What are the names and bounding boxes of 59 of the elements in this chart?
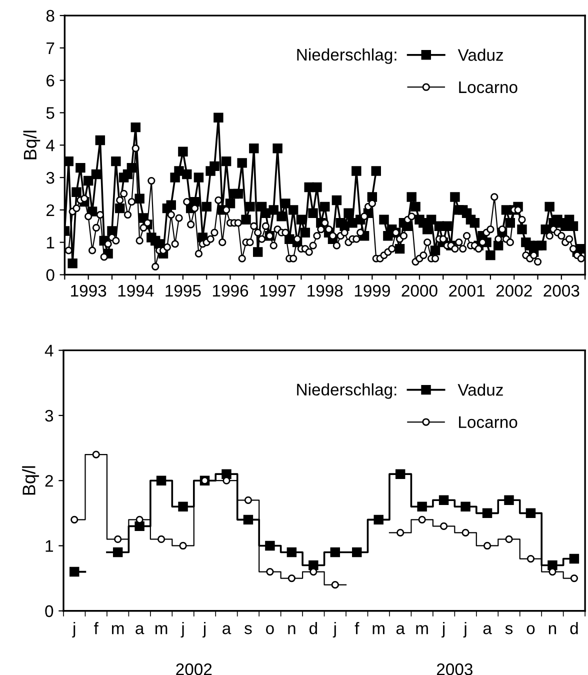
legend-title: Niederschlag: [297,48,396,64]
y-tick-label: 6 [46,74,54,87]
x-tick-label: n [288,625,296,634]
y-axis-title: Bq/l [23,130,40,160]
y-tick-label: 4 [44,344,54,356]
x-tick-label: d [570,622,578,634]
legend-label: Vaduz [458,48,503,61]
legend-label: Vaduz [458,384,503,396]
x-tick-label: s [244,625,252,634]
y-tick-label: 7 [46,42,54,54]
x-tick-label: m [112,625,124,634]
legend-label: Locarno [459,416,518,428]
x-tick-label: 2001 [449,284,485,297]
x-tick-label: j [180,622,184,638]
legend-label: Locarno [459,81,518,94]
x-tick-label: o [526,625,535,634]
y-tick-label: 2 [45,475,53,487]
x-tick-label: m [416,625,428,634]
x-tick-label: j [332,622,336,638]
x-tick-label: d [309,622,317,634]
x-tick-label: 1995 [166,284,201,297]
x-tick-label: 1998 [308,284,343,297]
x-tick-label: 1997 [260,284,296,297]
text: 2002 [176,663,212,675]
x-tick-label: j [72,622,76,638]
y-tick-label: 2 [46,204,54,216]
x-tick-label: 1996 [212,284,248,297]
x-tick-label: a [396,625,405,634]
x-tick-label: 1993 [71,284,106,297]
x-tick-label: 2002 [496,284,532,297]
x-tick-label: o [266,625,274,634]
y-tick-label: 1 [46,540,53,552]
x-tick-label: j [442,622,445,638]
x-tick-label: 1994 [118,284,154,297]
x-tick-label: n [548,625,556,634]
y-tick-label: 0 [46,269,54,281]
y-tick-label: 4 [46,140,54,152]
y-tick-label: 3 [45,410,54,422]
x-tick-label: f [94,622,98,634]
y-tick-label: 1 [46,236,54,248]
x-tick-label: f [354,622,360,634]
x-tick-label: j [463,622,466,638]
x-tick-label: 2003 [544,284,580,297]
legend-title: Niederschlag: [297,383,396,399]
x-tick-label: a [483,625,492,634]
y-tick-label: 5 [46,107,54,119]
x-tick-label: a [136,625,144,634]
y-tick-label: 0 [45,605,54,618]
x-tick-label: a [222,625,232,634]
x-tick-label: 1999 [354,284,390,297]
x-tick-label: s [505,625,513,634]
y-tick-label: 8 [46,10,54,22]
y-tick-label: 3 [46,172,54,184]
y-axis-title: Bq/l [22,466,39,495]
x-tick-label: m [372,625,384,634]
x-tick-label: j [202,622,206,638]
text: 2003 [436,663,472,675]
x-tick-label: m [155,625,168,634]
x-tick-label: 2000 [402,284,438,297]
